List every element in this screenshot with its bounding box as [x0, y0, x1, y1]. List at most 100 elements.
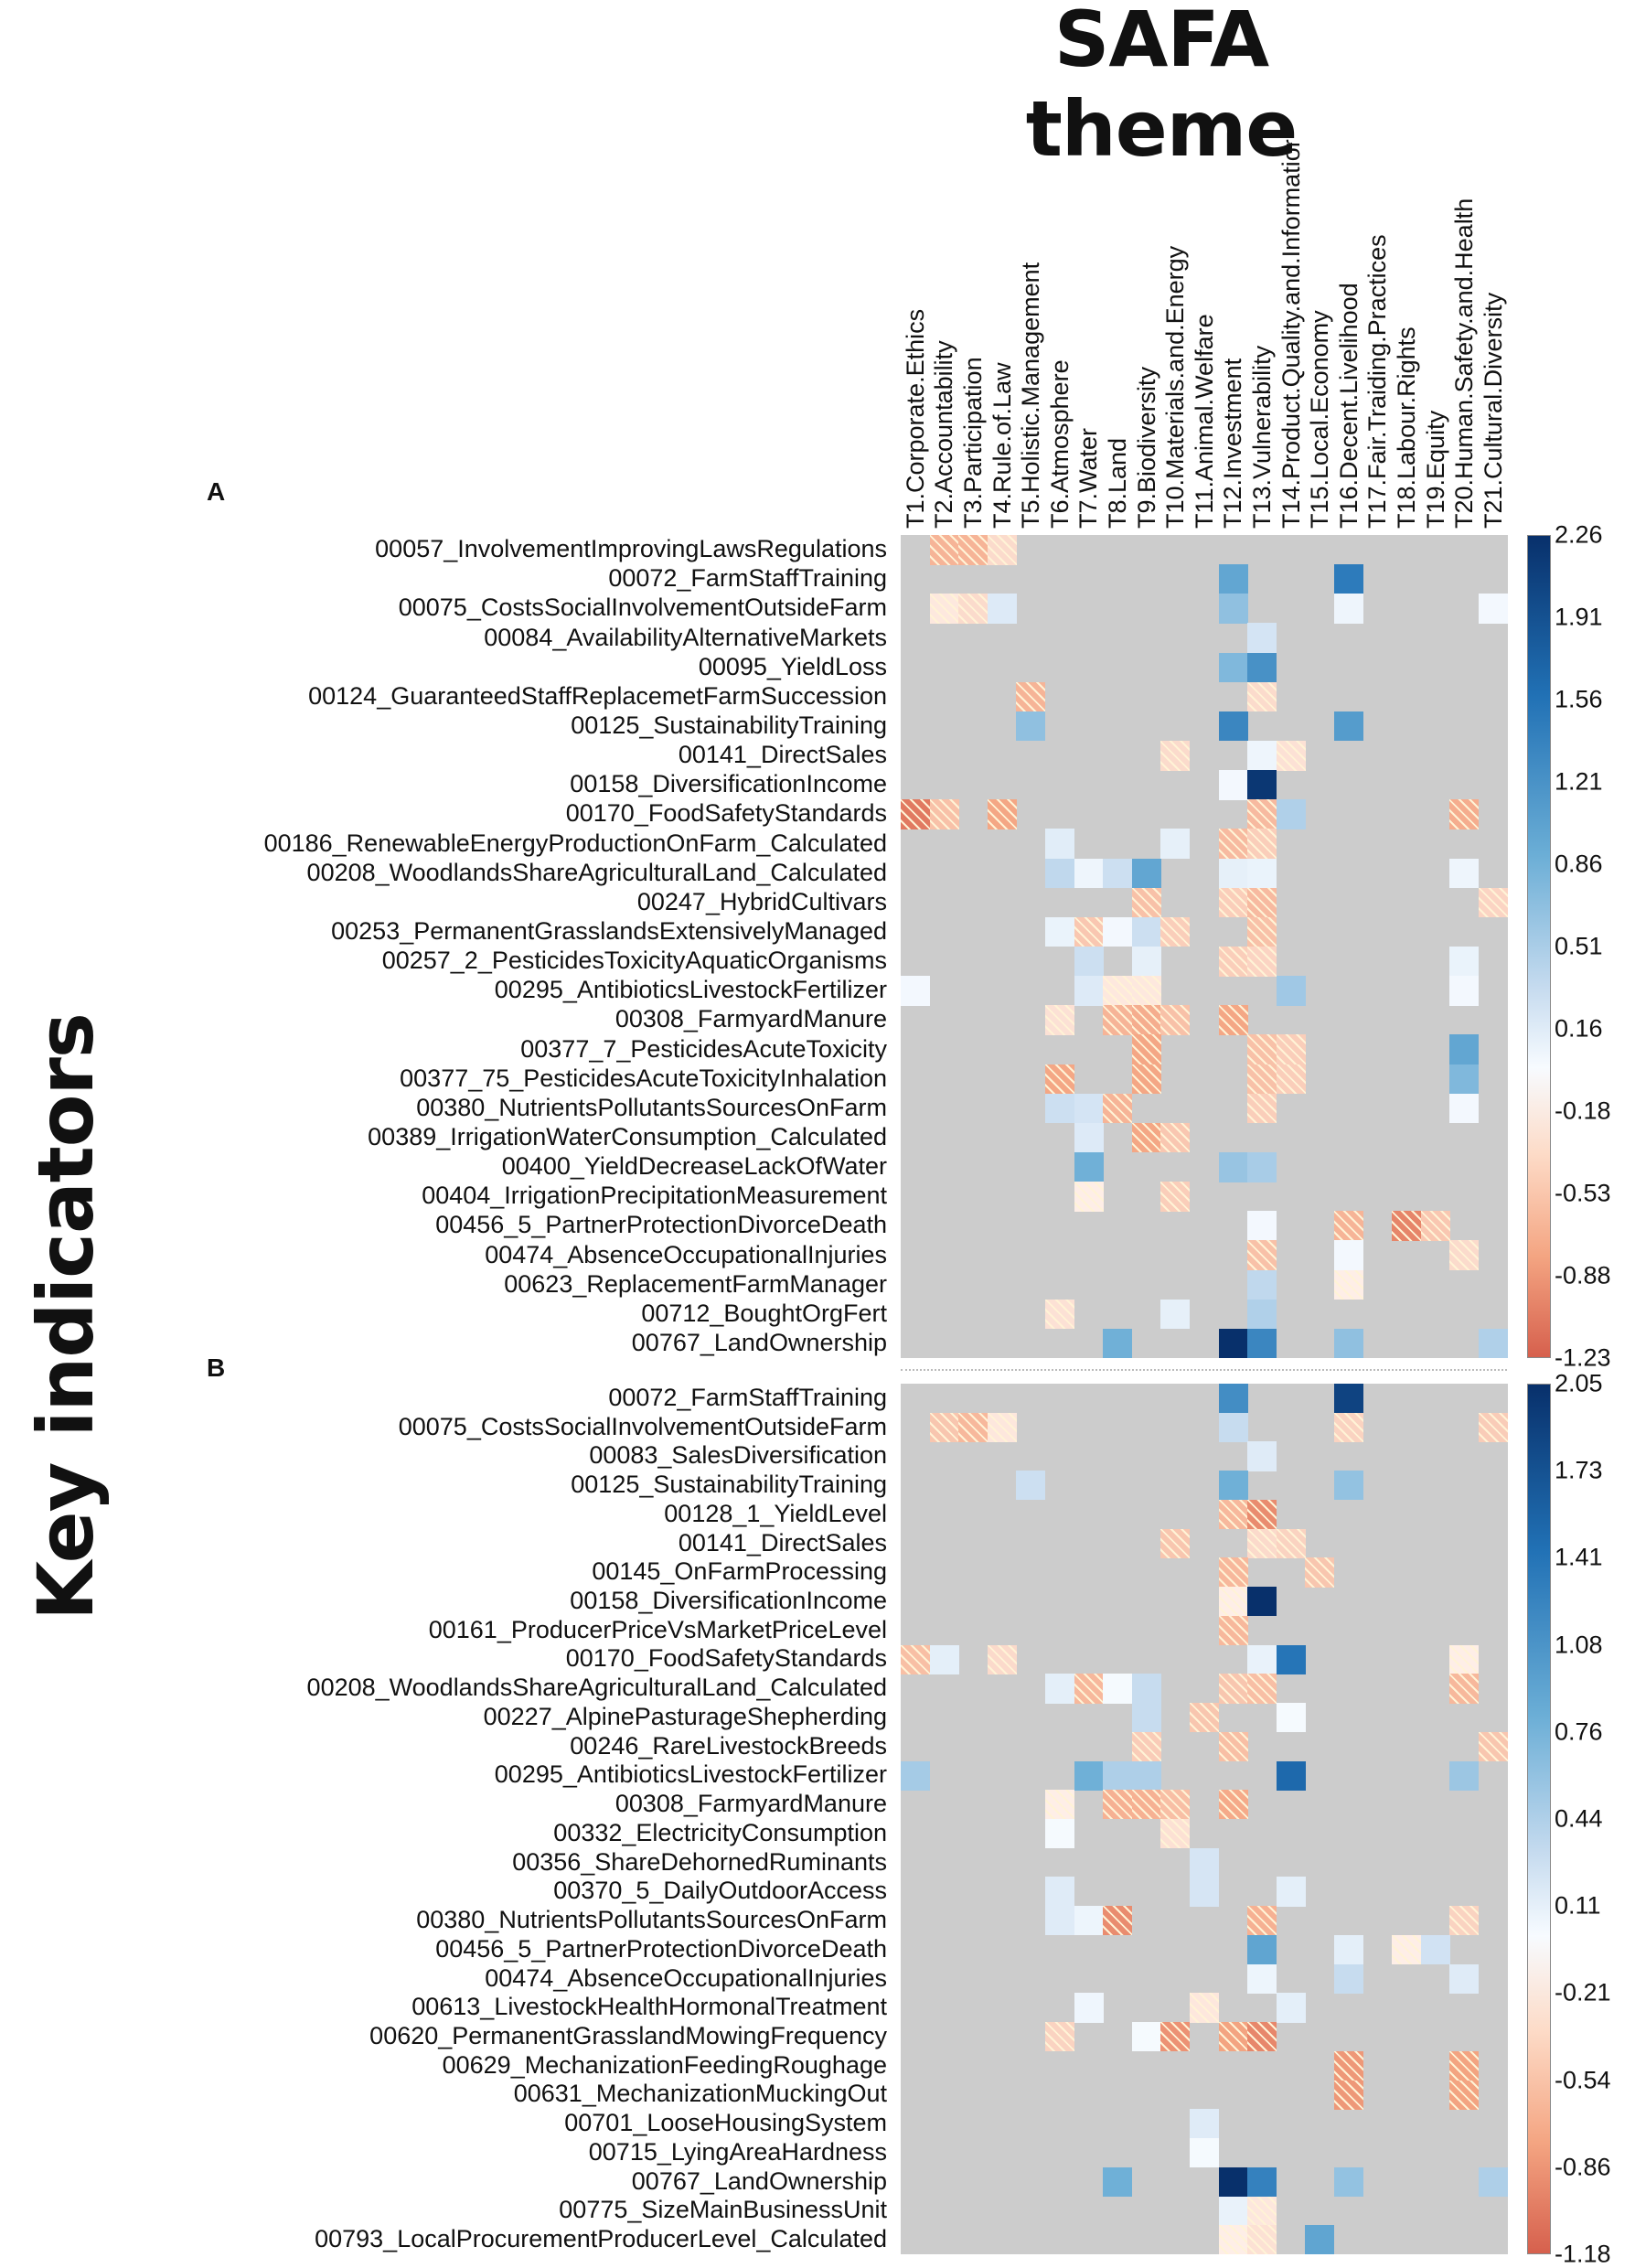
heatmap-cell	[1190, 1993, 1220, 2023]
heatmap-cell	[1247, 1963, 1277, 1994]
heatmap-cell	[1247, 1093, 1277, 1124]
row-label: 00404_IrrigationPrecipitationMeasurement	[422, 1182, 887, 1210]
heatmap-cell	[1218, 2196, 1248, 2226]
heatmap-cell	[987, 535, 1017, 565]
heatmap-cell	[1074, 916, 1104, 947]
heatmap-cell	[1045, 2022, 1075, 2052]
heatmap-cell	[1218, 770, 1248, 800]
heatmap-cell	[1218, 1557, 1248, 1588]
heatmap-cell	[1074, 1152, 1104, 1182]
heatmap-cell	[1449, 858, 1480, 889]
heatmap-cell	[1479, 887, 1509, 918]
heatmap-cell	[1247, 1211, 1277, 1241]
heatmap-cell	[1131, 1760, 1161, 1791]
heatmap-cell	[1131, 1034, 1161, 1065]
heatmap-cell	[1131, 1703, 1161, 1733]
row-label: 00715_LyingAreaHardness	[588, 2137, 887, 2166]
row-label: 00380_NutrientsPollutantsSourcesOnFarm	[416, 1093, 887, 1121]
heatmap-cell	[1392, 1211, 1422, 1241]
heatmap-cell	[1247, 887, 1277, 918]
heatmap-cell	[1247, 1587, 1277, 1617]
heatmap-cell	[1420, 1211, 1450, 1241]
heatmap-cell	[1103, 976, 1133, 1006]
heatmap-cell	[1247, 916, 1277, 947]
colorbar-tick-label: 0.76	[1555, 1717, 1603, 1746]
heatmap-cell	[1449, 2080, 1480, 2110]
heatmap-cell	[929, 1644, 959, 1674]
heatmap-cell	[1334, 1269, 1364, 1300]
heatmap-cell	[1479, 2166, 1509, 2198]
row-label: 00246_RareLivestockBreeds	[570, 1731, 887, 1760]
heatmap-cell	[987, 1644, 1017, 1674]
heatmap-cell	[1449, 1064, 1480, 1095]
heatmap-cell	[1449, 1674, 1480, 1704]
heatmap-cell	[1045, 1906, 1075, 1936]
heatmap-cell	[1218, 1412, 1248, 1442]
row-label: 00170_FoodSafetyStandards	[565, 1644, 887, 1673]
heatmap-cell	[1334, 1412, 1364, 1442]
heatmap-cell	[1479, 594, 1509, 624]
heatmap-cell	[1276, 741, 1306, 771]
heatmap-cell	[1103, 2166, 1133, 2198]
heatmap-cell	[1045, 1877, 1075, 1907]
heatmap-cell	[1247, 1269, 1277, 1300]
heatmap-cell	[1247, 1906, 1277, 1936]
row-label: 00227_AlpinePasturageShepherding	[483, 1702, 887, 1730]
heatmap-cell	[1160, 1528, 1191, 1558]
heatmap-cell	[1045, 829, 1075, 860]
row-label: 00141_DirectSales	[678, 1528, 887, 1557]
heatmap-cell	[1247, 623, 1277, 654]
heatmap-cell	[1218, 652, 1248, 683]
heatmap-cell	[1334, 711, 1364, 742]
heatmap-cell	[1045, 1093, 1075, 1124]
heatmap-cell	[1045, 916, 1075, 947]
heatmap-cell	[1276, 1528, 1306, 1558]
heatmap-cell	[1449, 976, 1480, 1006]
heatmap-cell	[1103, 1093, 1133, 1124]
row-label: 00767_LandOwnership	[631, 1328, 887, 1356]
colorbar-tick-label: 2.05	[1555, 1369, 1603, 1397]
heatmap-cell	[1276, 1703, 1306, 1733]
heatmap-cell	[1074, 1760, 1104, 1791]
heatmap-cell	[1276, 799, 1306, 829]
row-label: 00145_OnFarmProcessing	[592, 1557, 887, 1586]
heatmap-cell	[1131, 1005, 1161, 1035]
colorbar-tick-label: 1.73	[1555, 1456, 1603, 1484]
heatmap-cell	[1131, 2022, 1161, 2052]
heatmap-cell	[1276, 1034, 1306, 1065]
row-label: 00072_FarmStaffTraining	[608, 564, 887, 593]
colorbar-tick-label: -1.18	[1555, 2240, 1611, 2268]
heatmap-cell	[1449, 1034, 1480, 1065]
row-label: 00456_5_PartnerProtectionDivorceDeath	[435, 1934, 887, 1963]
heatmap-cell	[1276, 1877, 1306, 1907]
colorbar-tick-label: -0.21	[1555, 1978, 1611, 2006]
column-label: T4.Rule.of.Law	[988, 362, 1016, 529]
heatmap-cell	[1074, 1182, 1104, 1212]
row-label: 00075_CostsSocialInvolvementOutsideFarm	[398, 1412, 887, 1440]
heatmap-cell	[1218, 564, 1248, 594]
heatmap-cell	[1016, 1471, 1046, 1501]
heatmap-cell	[1218, 1731, 1248, 1762]
heatmap-cell	[901, 1644, 931, 1674]
heatmap-cell	[1218, 711, 1248, 742]
row-label: 00084_AvailabilityAlternativeMarkets	[484, 623, 887, 651]
heatmap-cell	[1016, 681, 1046, 712]
row-label: 00389_IrrigationWaterConsumption_Calcula…	[368, 1122, 887, 1150]
heatmap-cell	[1190, 1847, 1220, 1878]
column-label: T12.Investment	[1219, 358, 1247, 529]
row-label: 00332_ElectricityConsumption	[553, 1818, 887, 1846]
colorbar-tick-label: 2.26	[1555, 520, 1603, 549]
heatmap-cell	[1045, 1674, 1075, 1704]
row-label: 00456_5_PartnerProtectionDivorceDeath	[435, 1211, 887, 1239]
column-label: T14.Product.Quality.and.Informatior	[1277, 139, 1305, 529]
heatmap-cell	[958, 535, 988, 565]
heatmap-cell	[1247, 1674, 1277, 1704]
heatmap-cell	[1276, 1064, 1306, 1095]
colorbar-tick-label: 1.56	[1555, 685, 1603, 713]
heatmap-cell	[1334, 1963, 1364, 1994]
column-label: T18.Labour.Rights	[1393, 326, 1420, 529]
row-label: 00631_MechanizationMuckingOut	[513, 2080, 887, 2108]
heatmap-cell	[1074, 1993, 1104, 2023]
row-label: 00158_DiversificationIncome	[570, 1587, 887, 1614]
colorbar-tick-label: 0.16	[1555, 1014, 1603, 1043]
